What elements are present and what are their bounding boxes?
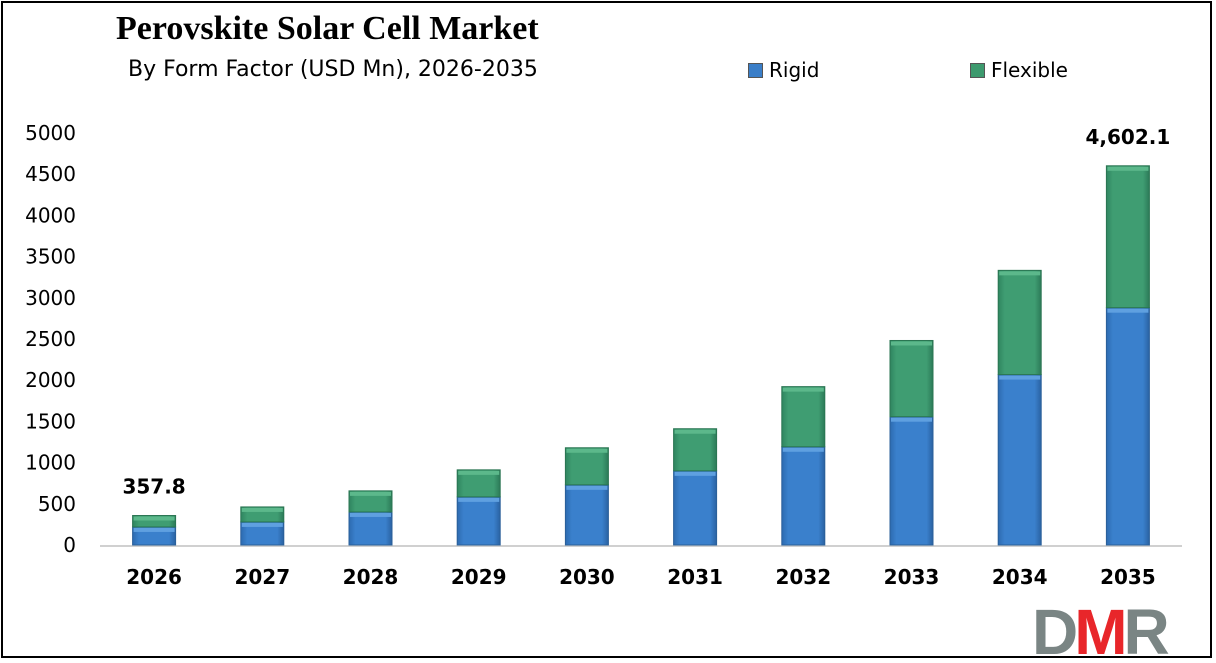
bar-bevel: [782, 447, 824, 452]
bar-rigid-2034: [997, 374, 1042, 546]
y-tick-label: 1000: [25, 451, 76, 475]
bar-flexible-2030: [564, 447, 609, 486]
bar-bevel: [891, 341, 932, 346]
bar-flexible-2028: [348, 490, 393, 513]
bar-rigid-2030: [564, 484, 609, 546]
bar-bevel: [674, 429, 716, 434]
bar-bevel: [241, 507, 283, 512]
bar-bevel: [458, 497, 500, 502]
y-tick-label: 4500: [25, 162, 76, 186]
bar-flexible-2031: [673, 428, 718, 472]
bar-bevel: [566, 448, 608, 453]
y-tick-label: 3000: [25, 286, 76, 310]
bar-bevel: [133, 516, 175, 521]
legend-item-rigid: Rigid: [748, 58, 819, 82]
chart-title: Perovskite Solar Cell Market: [116, 10, 539, 47]
y-tick-label: 1500: [25, 409, 76, 433]
bar-rigid-2033: [889, 416, 934, 546]
legend-swatch-rigid: [748, 62, 763, 78]
bar-rigid-2031: [673, 470, 718, 546]
bar-bevel: [566, 485, 608, 490]
x-tick-label: 2033: [884, 565, 940, 589]
x-tick-label: 2031: [667, 565, 723, 589]
chart-subtitle: By Form Factor (USD Mn), 2026-2035: [128, 57, 538, 82]
bar-flexible-2034: [997, 269, 1042, 376]
x-tick-label: 2034: [992, 565, 1048, 589]
data-label: 357.8: [122, 475, 185, 499]
y-tick-label: 3500: [25, 245, 76, 269]
bar-bevel: [350, 491, 391, 496]
dmr-logo: DMR: [1032, 596, 1170, 663]
bar-flexible-2026: [132, 515, 177, 528]
bar-bevel: [241, 522, 283, 527]
bar-rigid-2032: [781, 446, 826, 546]
bar-bevel: [350, 512, 391, 517]
y-tick-label: 0: [63, 533, 76, 557]
bar-rigid-2029: [456, 496, 501, 546]
bar-bevel: [674, 471, 716, 476]
bar-flexible-2033: [889, 339, 934, 418]
bar-bevel: [458, 470, 500, 475]
legend-label: Rigid: [769, 58, 820, 82]
y-tick-label: 4000: [25, 203, 76, 227]
bar-bevel: [782, 387, 824, 392]
x-tick-label: 2027: [234, 565, 290, 589]
x-tick-label: 2032: [775, 565, 831, 589]
data-label: 4,602.1: [1086, 125, 1171, 149]
x-tick-label: 2029: [451, 565, 507, 589]
bar-bevel: [1107, 308, 1149, 313]
y-tick-label: 5000: [25, 121, 76, 145]
bar-bevel: [999, 271, 1041, 276]
x-tick-label: 2030: [559, 565, 615, 589]
bar-flexible-2032: [781, 386, 826, 448]
y-tick-label: 2500: [25, 327, 76, 351]
legend-swatch-flexible: [970, 62, 985, 78]
bar-rigid-2035: [1105, 307, 1150, 546]
bar-bevel: [999, 375, 1041, 380]
bar-bevel: [133, 527, 175, 532]
x-tick-label: 2026: [126, 565, 182, 589]
y-tick-label: 2000: [25, 368, 76, 392]
bar-bevel: [891, 417, 932, 422]
x-tick-label: 2035: [1100, 565, 1156, 589]
bar-flexible-2035: [1105, 165, 1150, 309]
x-tick-label: 2028: [343, 565, 399, 589]
legend-label: Flexible: [991, 58, 1068, 82]
y-tick-label: 500: [38, 492, 76, 516]
bar-bevel: [1107, 166, 1149, 171]
legend-item-flexible: Flexible: [970, 58, 1068, 82]
